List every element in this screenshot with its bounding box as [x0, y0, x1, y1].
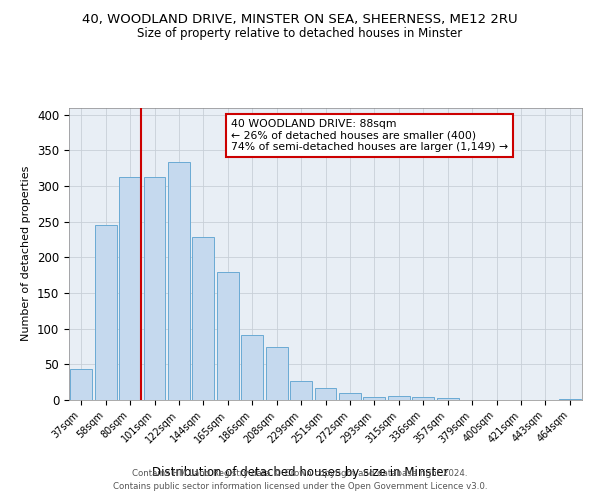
Bar: [559, 398, 581, 400]
Bar: [412, 397, 434, 400]
Bar: [241, 335, 263, 400]
Bar: [388, 396, 410, 400]
Bar: [119, 178, 141, 400]
Bar: [437, 398, 458, 400]
Text: 40 WOODLAND DRIVE: 88sqm
← 26% of detached houses are smaller (400)
74% of semi-: 40 WOODLAND DRIVE: 88sqm ← 26% of detach…: [230, 119, 508, 152]
Text: Contains HM Land Registry data © Crown copyright and database right 2024.
Contai: Contains HM Land Registry data © Crown c…: [113, 470, 487, 491]
Bar: [70, 370, 92, 400]
Text: Distribution of detached houses by size in Minster: Distribution of detached houses by size …: [152, 466, 448, 479]
Bar: [143, 176, 166, 400]
Bar: [314, 388, 337, 400]
Bar: [290, 382, 312, 400]
Text: 40, WOODLAND DRIVE, MINSTER ON SEA, SHEERNESS, ME12 2RU: 40, WOODLAND DRIVE, MINSTER ON SEA, SHEE…: [82, 12, 518, 26]
Bar: [266, 347, 287, 400]
Y-axis label: Number of detached properties: Number of detached properties: [22, 166, 31, 342]
Bar: [193, 238, 214, 400]
Bar: [364, 397, 385, 400]
Bar: [95, 225, 116, 400]
Bar: [339, 393, 361, 400]
Bar: [168, 162, 190, 400]
Text: Size of property relative to detached houses in Minster: Size of property relative to detached ho…: [137, 28, 463, 40]
Bar: [217, 272, 239, 400]
